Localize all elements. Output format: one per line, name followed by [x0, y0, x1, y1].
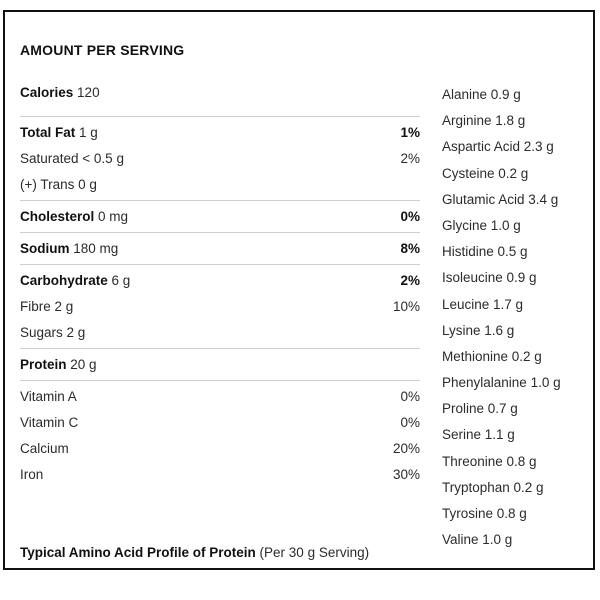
- amino-profile-note: (Per 30 g Serving): [259, 545, 370, 560]
- sugars-label: Sugars 2 g: [20, 325, 86, 340]
- sodium-value: 180 mg: [73, 241, 119, 256]
- amino-acid-item: Serine 1.1 g: [442, 427, 515, 443]
- fibre-label: Fibre 2 g: [20, 299, 74, 314]
- nutrition-facts-column: Calories 120 Total Fat 1 g 1% Saturated …: [20, 80, 420, 488]
- amino-acid-item: Arginine 1.8 g: [442, 113, 526, 129]
- amino-acid-item: Alanine 0.9 g: [442, 87, 521, 102]
- trans-row: (+) Trans 0 g: [20, 172, 420, 198]
- amino-acid-item: Threonine 0.8 g: [442, 453, 537, 469]
- cholesterol-value: 0 mg: [98, 209, 129, 224]
- amino-acid-profile-title: Typical Amino Acid Profile of Protein (P…: [20, 545, 369, 560]
- vitamin-pct: 30%: [392, 467, 420, 482]
- divider: [20, 348, 420, 349]
- cholesterol-label: Cholesterol: [20, 209, 95, 224]
- sodium-row: Sodium 180 mg 8%: [20, 236, 420, 262]
- amino-acid-item: Aspartic Acid 2.3 g: [442, 139, 554, 155]
- panel-heading: AMOUNT PER SERVING: [20, 42, 185, 58]
- total-fat-value: 1 g: [79, 125, 98, 140]
- vitamin-label: Calcium: [20, 441, 69, 456]
- trans-label: (+) Trans 0 g: [20, 177, 97, 192]
- divider: [20, 116, 420, 117]
- amino-acid-item: Glutamic Acid 3.4 g: [442, 191, 559, 207]
- total-fat-row: Total Fat 1 g 1%: [20, 120, 420, 146]
- vitamin-row: Vitamin A 0%: [20, 384, 420, 410]
- cholesterol-pct: 0%: [400, 209, 420, 224]
- carbohydrate-row: Carbohydrate 6 g 2%: [20, 268, 420, 294]
- calories-label: Calories: [20, 85, 74, 100]
- protein-label: Protein: [20, 357, 67, 372]
- nutrition-panel: AMOUNT PER SERVING Calories 120 Total Fa…: [3, 10, 595, 570]
- amino-acid-item: Isoleucine 0.9 g: [442, 270, 537, 286]
- vitamin-label: Vitamin A: [20, 389, 77, 404]
- amino-acid-item: Valine 1.0 g: [442, 532, 513, 548]
- divider: [20, 264, 420, 265]
- divider: [20, 200, 420, 201]
- protein-value: 20 g: [70, 357, 97, 372]
- amino-acid-item: Phenylalanine 1.0 g: [442, 375, 561, 391]
- carbohydrate-label: Carbohydrate: [20, 273, 108, 288]
- carbohydrate-pct: 2%: [400, 273, 420, 288]
- amino-profile-label: Typical Amino Acid Profile of Protein: [20, 545, 256, 560]
- amino-acid-item: Tyrosine 0.8 g: [442, 506, 527, 521]
- fibre-pct: 10%: [392, 299, 420, 314]
- vitamin-pct: 0%: [400, 415, 420, 430]
- saturated-pct: 2%: [400, 151, 420, 166]
- sugars-row: Sugars 2 g: [20, 320, 420, 346]
- amino-acid-item: Cysteine 0.2 g: [442, 165, 529, 181]
- amino-acid-item: Lysine 1.6 g: [442, 322, 515, 338]
- divider: [20, 232, 420, 233]
- vitamin-label: Iron: [20, 467, 44, 482]
- saturated-label: Saturated < 0.5 g: [20, 151, 124, 166]
- amino-acid-list: Alanine 0.9 g Arginine 1.8 g Aspartic Ac…: [442, 82, 561, 553]
- amino-acid-item: Methionine 0.2 g: [442, 348, 542, 364]
- vitamin-row: Vitamin C 0%: [20, 410, 420, 436]
- total-fat-pct: 1%: [400, 125, 420, 140]
- amino-acid-item: Proline 0.7 g: [442, 401, 518, 417]
- protein-row: Protein 20 g: [20, 352, 420, 378]
- calories-row: Calories 120: [20, 80, 420, 106]
- amino-acid-item: Histidine 0.5 g: [442, 244, 528, 260]
- divider: [20, 380, 420, 381]
- total-fat-label: Total Fat: [20, 125, 76, 140]
- cholesterol-row: Cholesterol 0 mg 0%: [20, 204, 420, 230]
- vitamin-row: Calcium 20%: [20, 436, 420, 462]
- calories-value: 120: [77, 85, 100, 100]
- vitamin-pct: 0%: [400, 389, 420, 404]
- fibre-row: Fibre 2 g 10%: [20, 294, 420, 320]
- vitamin-pct: 20%: [392, 441, 420, 456]
- sodium-label: Sodium: [20, 241, 70, 256]
- vitamin-label: Vitamin C: [20, 415, 79, 430]
- saturated-row: Saturated < 0.5 g 2%: [20, 146, 420, 172]
- amino-acid-item: Glycine 1.0 g: [442, 217, 521, 233]
- amino-acid-item: Tryptophan 0.2 g: [442, 479, 544, 495]
- sodium-pct: 8%: [400, 241, 420, 256]
- vitamin-row: Iron 30%: [20, 462, 420, 488]
- amino-acid-item: Leucine 1.7 g: [442, 296, 524, 312]
- carbohydrate-value: 6 g: [111, 273, 131, 288]
